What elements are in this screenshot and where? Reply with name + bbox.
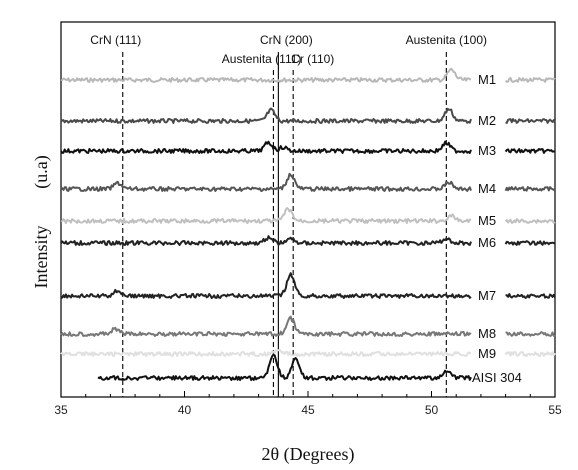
series-label: M5 — [478, 213, 496, 228]
series-trace — [504, 218, 556, 224]
series-trace — [60, 348, 471, 357]
y-axis-title: Intensity (u.a) — [31, 155, 52, 288]
reference-line-label: Cr (110) — [291, 52, 334, 66]
x-tick-label: 35 — [54, 403, 68, 417]
series-label: M3 — [478, 143, 496, 158]
series-label: M8 — [478, 326, 496, 341]
reference-line-label: CrN (200) — [260, 33, 313, 47]
reference-lines — [122, 52, 447, 397]
series-label: M6 — [478, 235, 496, 250]
series-trace — [504, 240, 556, 246]
series-trace — [61, 207, 472, 224]
series-trace — [60, 235, 472, 246]
series-trace — [505, 118, 556, 124]
series-labels: M1 M2 M3 M4 M5 M6 M7 M8 M9 AISI 304 — [472, 72, 522, 385]
series-trace — [504, 77, 556, 83]
x-tick-label: 45 — [301, 403, 315, 417]
series-label: M1 — [478, 72, 496, 87]
series-trace — [60, 315, 472, 337]
series-trace — [505, 331, 556, 337]
series-label: M9 — [478, 346, 496, 361]
x-tick-label: 50 — [425, 403, 439, 417]
y-axis-title-unit: (u.a) — [31, 155, 52, 188]
series-label: AISI 304 — [472, 370, 522, 385]
series-trace — [504, 186, 556, 192]
series-trace — [97, 353, 472, 381]
x-tick-label: 40 — [178, 403, 192, 417]
reference-line-label: Austenita (111) — [222, 52, 302, 66]
series-label: M2 — [478, 113, 496, 128]
series-trace — [504, 148, 556, 154]
series-trace — [504, 351, 556, 357]
reference-line-label: Austenita (100) — [406, 33, 487, 47]
series-trace — [60, 107, 472, 124]
y-axis-title-main: Intensity — [31, 226, 51, 289]
reference-line-label: CrN (111) — [90, 33, 141, 47]
series-traces — [60, 67, 556, 381]
series-trace — [60, 172, 472, 192]
series-label: M4 — [478, 181, 496, 196]
series-trace — [60, 272, 472, 299]
series-trace — [60, 140, 472, 154]
series-label: M7 — [478, 288, 496, 303]
x-axis-title: 2θ (Degrees) — [261, 444, 354, 465]
x-axis-ticks: 35 40 45 50 55 — [54, 391, 562, 417]
series-trace — [505, 293, 556, 299]
series-trace — [60, 67, 472, 83]
x-tick-label: 55 — [548, 403, 562, 417]
peak-labels: CrN (111) Austenita (111) CrN (200) Cr (110… — [90, 33, 487, 66]
